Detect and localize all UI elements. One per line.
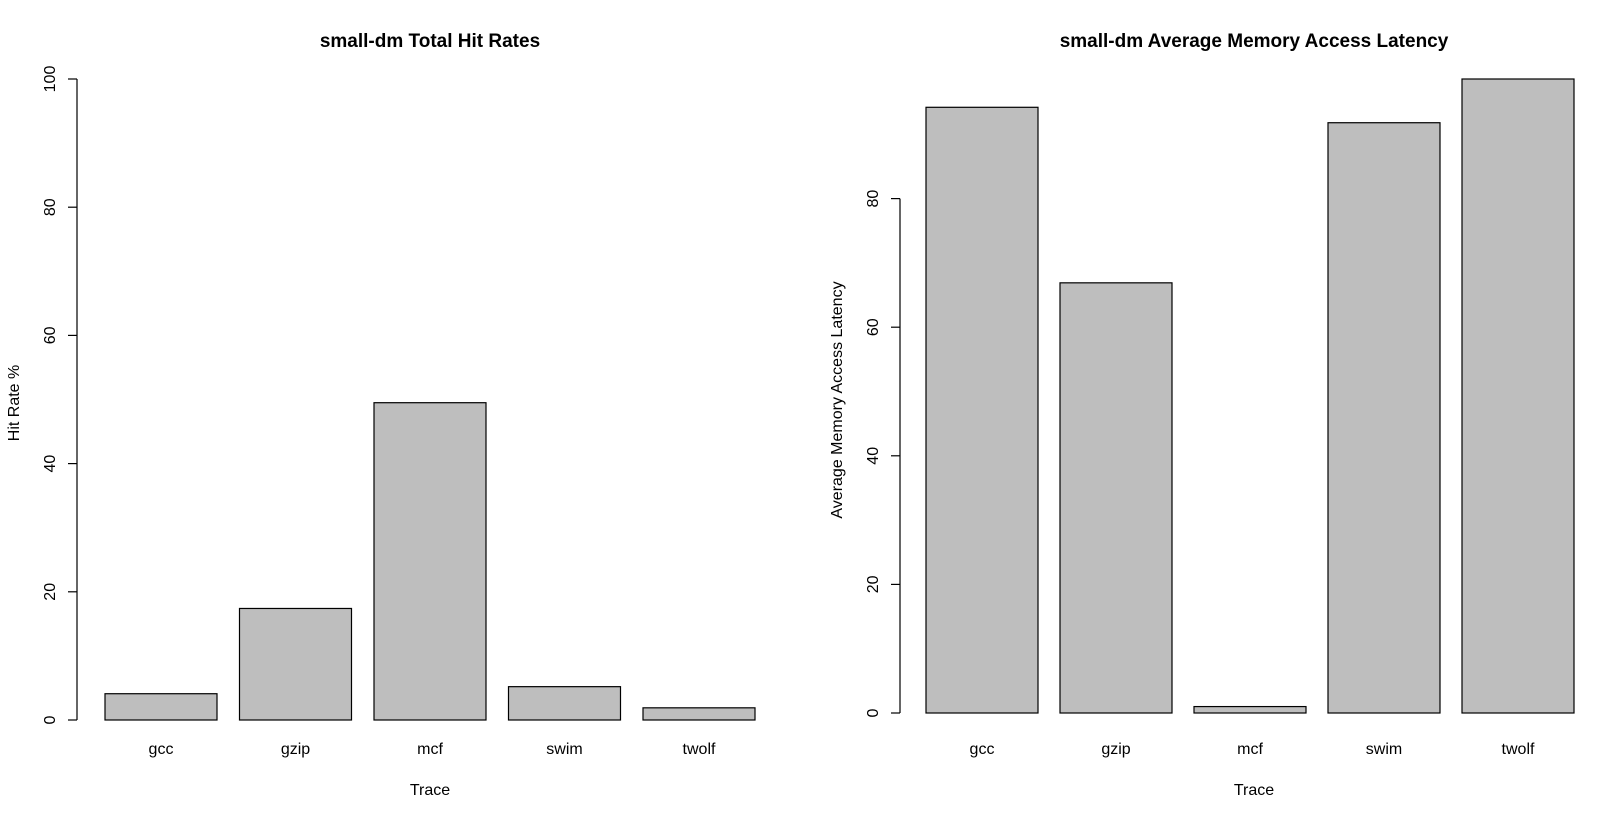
latency-panel: small-dm Average Memory Access Latency T… — [829, 31, 1575, 799]
latency-y-tick-label: 60 — [865, 318, 882, 336]
latency-category-label: mcf — [1237, 741, 1263, 758]
hit-rate-category-label: mcf — [417, 741, 443, 758]
hit-rate-y-tick-label: 60 — [42, 326, 59, 344]
hit-rate-panel: small-dm Total Hit Rates Trace Hit Rate … — [6, 31, 756, 799]
hit-rate-y-tick-label: 40 — [42, 455, 59, 473]
hit-rate-category-label: swim — [546, 741, 582, 758]
hit-rate-y-tick-label: 80 — [42, 198, 59, 216]
hit-rate-y-tick-label: 20 — [42, 583, 59, 601]
latency-x-axis-label: Trace — [1234, 782, 1274, 799]
hit-rate-y-tick-label: 0 — [42, 715, 59, 724]
hit-rate-category-label: twolf — [683, 741, 716, 758]
hit-rate-bar-swim — [507, 686, 622, 721]
hit-rate-y-tick-label: 100 — [42, 66, 59, 93]
latency-y-axis-label: Average Memory Access Latency — [829, 281, 846, 518]
hit-rate-category-label: gcc — [149, 741, 174, 758]
latency-y-tick-label: 40 — [865, 447, 882, 465]
hit-rate-y-axis: 0 20 40 60 80 100 — [42, 66, 78, 724]
latency-y-tick-label: 20 — [865, 575, 882, 593]
latency-category-label: twolf — [1502, 741, 1535, 758]
latency-bar-twolf — [1461, 78, 1575, 714]
latency-category-label: gcc — [970, 741, 995, 758]
latency-bar-gzip — [1059, 282, 1173, 714]
latency-bar-mcf — [1193, 705, 1307, 714]
latency-bars — [925, 78, 1575, 714]
latency-bar-gcc — [925, 106, 1039, 714]
hit-rate-y-axis-label: Hit Rate % — [6, 365, 23, 441]
hit-rate-bar-gcc — [104, 693, 218, 721]
hit-rate-x-axis-label: Trace — [410, 782, 450, 799]
latency-y-axis: 0 20 40 60 80 — [865, 190, 901, 717]
latency-bar-swim — [1327, 122, 1441, 714]
hit-rate-x-axis: gcc gzip mcf swim twolf — [149, 741, 716, 758]
hit-rate-bar-twolf — [642, 707, 756, 721]
latency-x-axis: gcc gzip mcf swim twolf — [970, 741, 1535, 758]
hit-rate-bar-gzip — [238, 607, 353, 721]
latency-chart-title: small-dm Average Memory Access Latency — [1060, 31, 1449, 52]
latency-y-tick-label: 0 — [865, 708, 882, 717]
hit-rate-category-label: gzip — [281, 741, 310, 758]
latency-category-label: swim — [1366, 741, 1402, 758]
latency-category-label: gzip — [1101, 741, 1130, 758]
hit-rate-chart-title: small-dm Total Hit Rates — [320, 31, 540, 52]
hit-rate-bars — [104, 402, 756, 721]
latency-y-tick-label: 80 — [865, 190, 882, 208]
hit-rate-bar-mcf — [373, 402, 487, 721]
